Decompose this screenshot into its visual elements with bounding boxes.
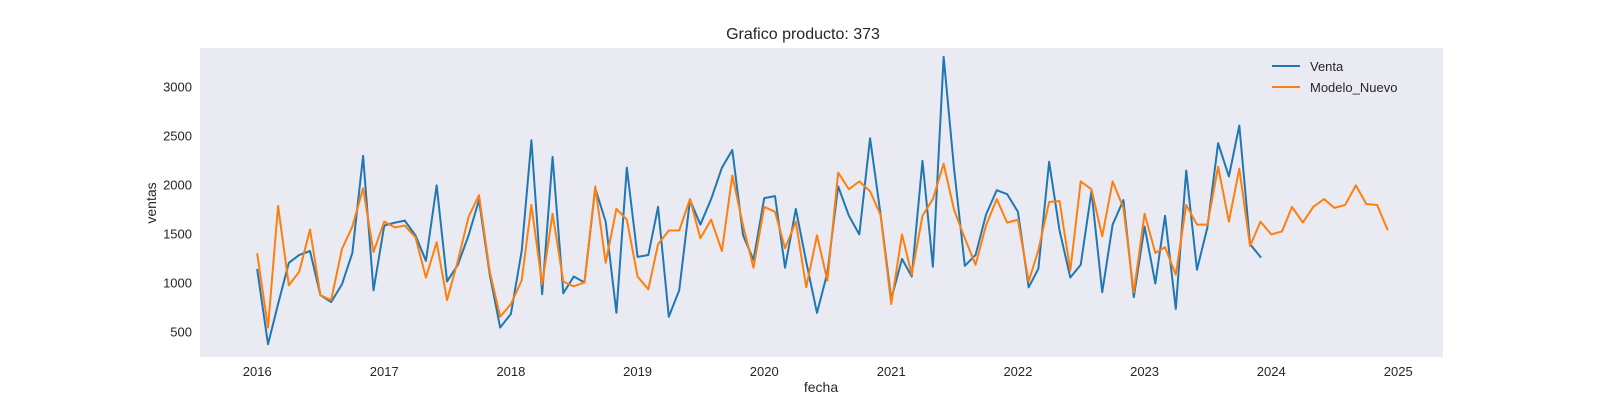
series-line-modelo-nuevo <box>256 162 1389 329</box>
x-tick-label: 2025 <box>1384 364 1413 379</box>
x-tick-label: 2022 <box>1003 364 1032 379</box>
x-tick-label: 2020 <box>750 364 779 379</box>
x-tick-label: 2018 <box>496 364 525 379</box>
x-tick-label: 2024 <box>1257 364 1286 379</box>
legend-label: Venta <box>1310 59 1344 74</box>
y-tick-label: 3000 <box>163 79 192 94</box>
series-layer <box>256 55 1389 346</box>
legend: Venta Modelo_Nuevo <box>1272 59 1397 95</box>
x-tick-label: 2023 <box>1130 364 1159 379</box>
y-axis-label: ventas <box>143 182 159 223</box>
x-tick-label: 2016 <box>243 364 272 379</box>
x-tick-label: 2021 <box>877 364 906 379</box>
series-line-venta <box>256 55 1262 346</box>
y-axis: 500 1000 1500 2000 2500 3000 <box>163 79 192 339</box>
chart-title: Grafico producto: 373 <box>726 26 880 43</box>
y-tick-label: 2000 <box>163 177 192 192</box>
legend-label: Modelo_Nuevo <box>1310 80 1397 95</box>
plot-area <box>200 48 1443 357</box>
x-tick-label: 2019 <box>623 364 652 379</box>
y-tick-label: 500 <box>170 324 192 339</box>
x-tick-label: 2017 <box>370 364 399 379</box>
x-axis: 2016 2017 2018 2019 2020 2021 2022 2023 2024 2025 <box>243 364 1413 379</box>
y-tick-label: 1000 <box>163 275 192 290</box>
y-tick-label: 1500 <box>163 226 192 241</box>
y-tick-label: 2500 <box>163 128 192 143</box>
x-axis-label: fecha <box>804 379 838 395</box>
